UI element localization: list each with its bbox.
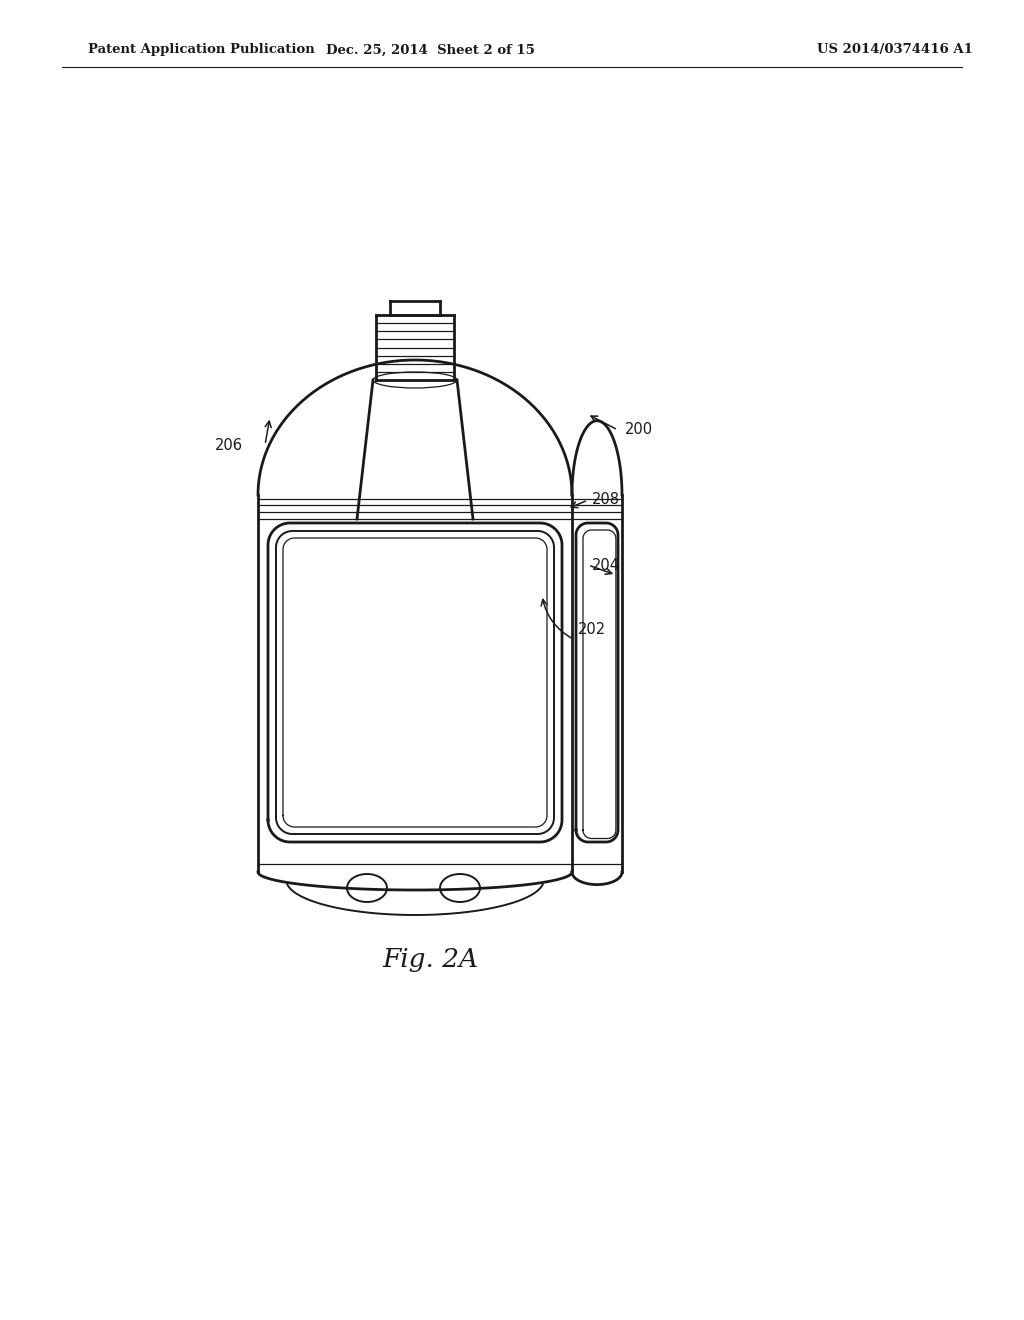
Text: Dec. 25, 2014  Sheet 2 of 15: Dec. 25, 2014 Sheet 2 of 15	[326, 44, 535, 57]
Text: 202: 202	[578, 623, 606, 638]
Text: 208: 208	[592, 492, 620, 507]
Text: 206: 206	[215, 437, 243, 453]
Text: Fig. 2A: Fig. 2A	[382, 948, 478, 973]
Text: 200: 200	[625, 422, 653, 437]
Text: 204: 204	[592, 557, 620, 573]
Text: US 2014/0374416 A1: US 2014/0374416 A1	[817, 44, 973, 57]
Text: Patent Application Publication: Patent Application Publication	[88, 44, 314, 57]
